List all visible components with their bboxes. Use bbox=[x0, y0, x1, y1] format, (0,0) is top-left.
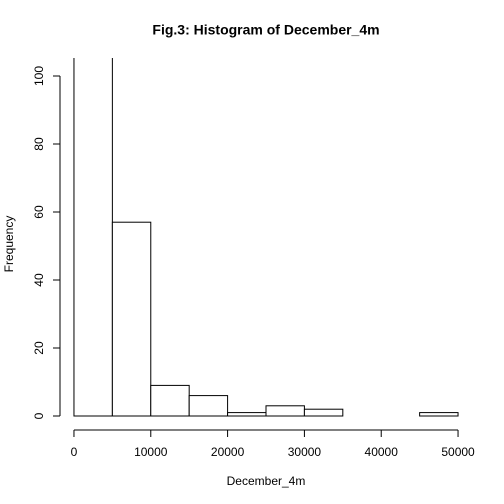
bar bbox=[150, 384, 190, 417]
y-tick-label: 0 bbox=[32, 412, 46, 419]
y-tick-label: 20 bbox=[32, 341, 46, 355]
bars bbox=[73, 58, 459, 417]
bar bbox=[111, 221, 152, 417]
y-tick-label: 60 bbox=[32, 205, 46, 219]
y-axis-label: Frequency bbox=[2, 216, 16, 273]
bar bbox=[265, 405, 305, 417]
y-tick-label: 40 bbox=[32, 273, 46, 287]
x-tick-label: 50000 bbox=[441, 445, 475, 459]
chart-title: Fig.3: Histogram of December_4m bbox=[152, 22, 379, 38]
x-tick-label: 10000 bbox=[134, 445, 168, 459]
x-axis-label: December_4m bbox=[227, 474, 306, 488]
bar bbox=[419, 412, 459, 417]
y-tick-label: 100 bbox=[32, 66, 46, 86]
bar bbox=[188, 395, 229, 417]
bar bbox=[73, 58, 113, 417]
x-tick-label: 40000 bbox=[365, 445, 399, 459]
x-tick-label: 20000 bbox=[211, 445, 245, 459]
bar bbox=[303, 408, 344, 417]
x-tick-label: 0 bbox=[71, 445, 78, 459]
bar bbox=[227, 412, 267, 417]
x-tick-label: 30000 bbox=[288, 445, 322, 459]
y-tick-label: 80 bbox=[32, 137, 46, 151]
